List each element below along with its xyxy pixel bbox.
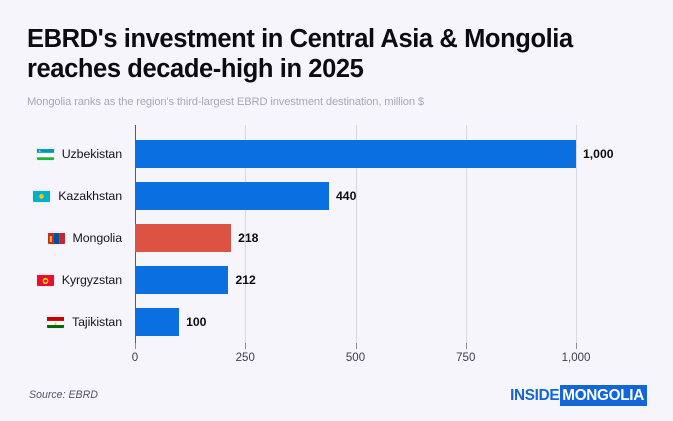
source-note: Source: EBRD <box>29 389 98 401</box>
bar-row: Mongolia 218 <box>0 217 673 259</box>
plot-area: 0 250 500 750 1,000 Uzbekistan 1,000 Kazakhsta… <box>0 125 673 364</box>
category-label-mongolia: Mongolia <box>47 231 123 245</box>
bar-uzbekistan <box>135 140 576 168</box>
x-axis-tick-label: 1,000 <box>561 352 591 364</box>
gridline <box>465 125 467 343</box>
category-label-text: Kyrgyzstan <box>61 273 122 287</box>
category-label-text: Uzbekistan <box>61 147 122 161</box>
bar-value-label: 212 <box>235 273 256 287</box>
flag-uzbekistan-icon <box>36 148 54 160</box>
chart-header: EBRD's investment in Central Asia & Mong… <box>27 24 647 109</box>
x-axis-tick <box>135 343 136 349</box>
flag-kazakhstan-icon <box>33 190 51 202</box>
category-label-kyrgyzstan: Kyrgyzstan <box>36 273 122 287</box>
bar-row: Uzbekistan 1,000 <box>0 133 673 175</box>
category-label-text: Kazakhstan <box>58 189 122 203</box>
x-axis-tick-label: 0 <box>131 352 139 364</box>
flag-kyrgyzstan-icon <box>36 274 54 286</box>
category-label-uzbekistan: Uzbekistan <box>36 147 122 161</box>
bar-value-label: 100 <box>186 315 207 329</box>
x-axis-tick <box>355 343 357 349</box>
gridline <box>245 125 247 343</box>
brand-logo: INSIDE MONGOLIA <box>510 385 647 407</box>
x-axis-tick <box>576 343 577 349</box>
bar-row: Kyrgyzstan 212 <box>0 259 673 301</box>
bar-row: Kazakhstan 440 <box>0 175 673 217</box>
category-label-kazakhstan: Kazakhstan <box>33 189 122 203</box>
x-axis-tick <box>465 343 467 349</box>
x-axis-tick-label: 250 <box>235 352 255 364</box>
flag-tajikistan-icon <box>47 316 65 328</box>
bar-value-label: 1,000 <box>583 147 614 161</box>
category-label-text: Mongolia <box>72 231 123 245</box>
flag-mongolia-icon <box>47 232 65 244</box>
bar-value-label: 440 <box>336 189 357 203</box>
page-title: EBRD's investment in Central Asia & Mong… <box>27 25 573 84</box>
brand-logo-inside: INSIDE <box>510 387 560 404</box>
brand-logo-mongolia: MONGOLIA <box>560 385 647 407</box>
bar-kyrgyzstan <box>135 266 229 294</box>
category-label-text: Tajikistan <box>72 315 122 329</box>
bar-mongolia <box>135 224 232 252</box>
gridline <box>576 125 577 343</box>
chart-subtitle: Mongolia ranks as the region's third-lar… <box>27 95 424 108</box>
gridline <box>355 125 357 343</box>
bar-kazakhstan <box>135 182 330 210</box>
bar-tajikistan <box>135 308 180 336</box>
x-axis-tick <box>245 343 247 349</box>
bar-value-label: 218 <box>238 231 259 245</box>
bar-row: Tajikistan 100 <box>0 301 673 343</box>
category-label-tajikistan: Tajikistan <box>47 315 122 329</box>
x-axis-tick-label: 500 <box>345 352 366 364</box>
x-axis-tick-label: 750 <box>456 352 476 364</box>
